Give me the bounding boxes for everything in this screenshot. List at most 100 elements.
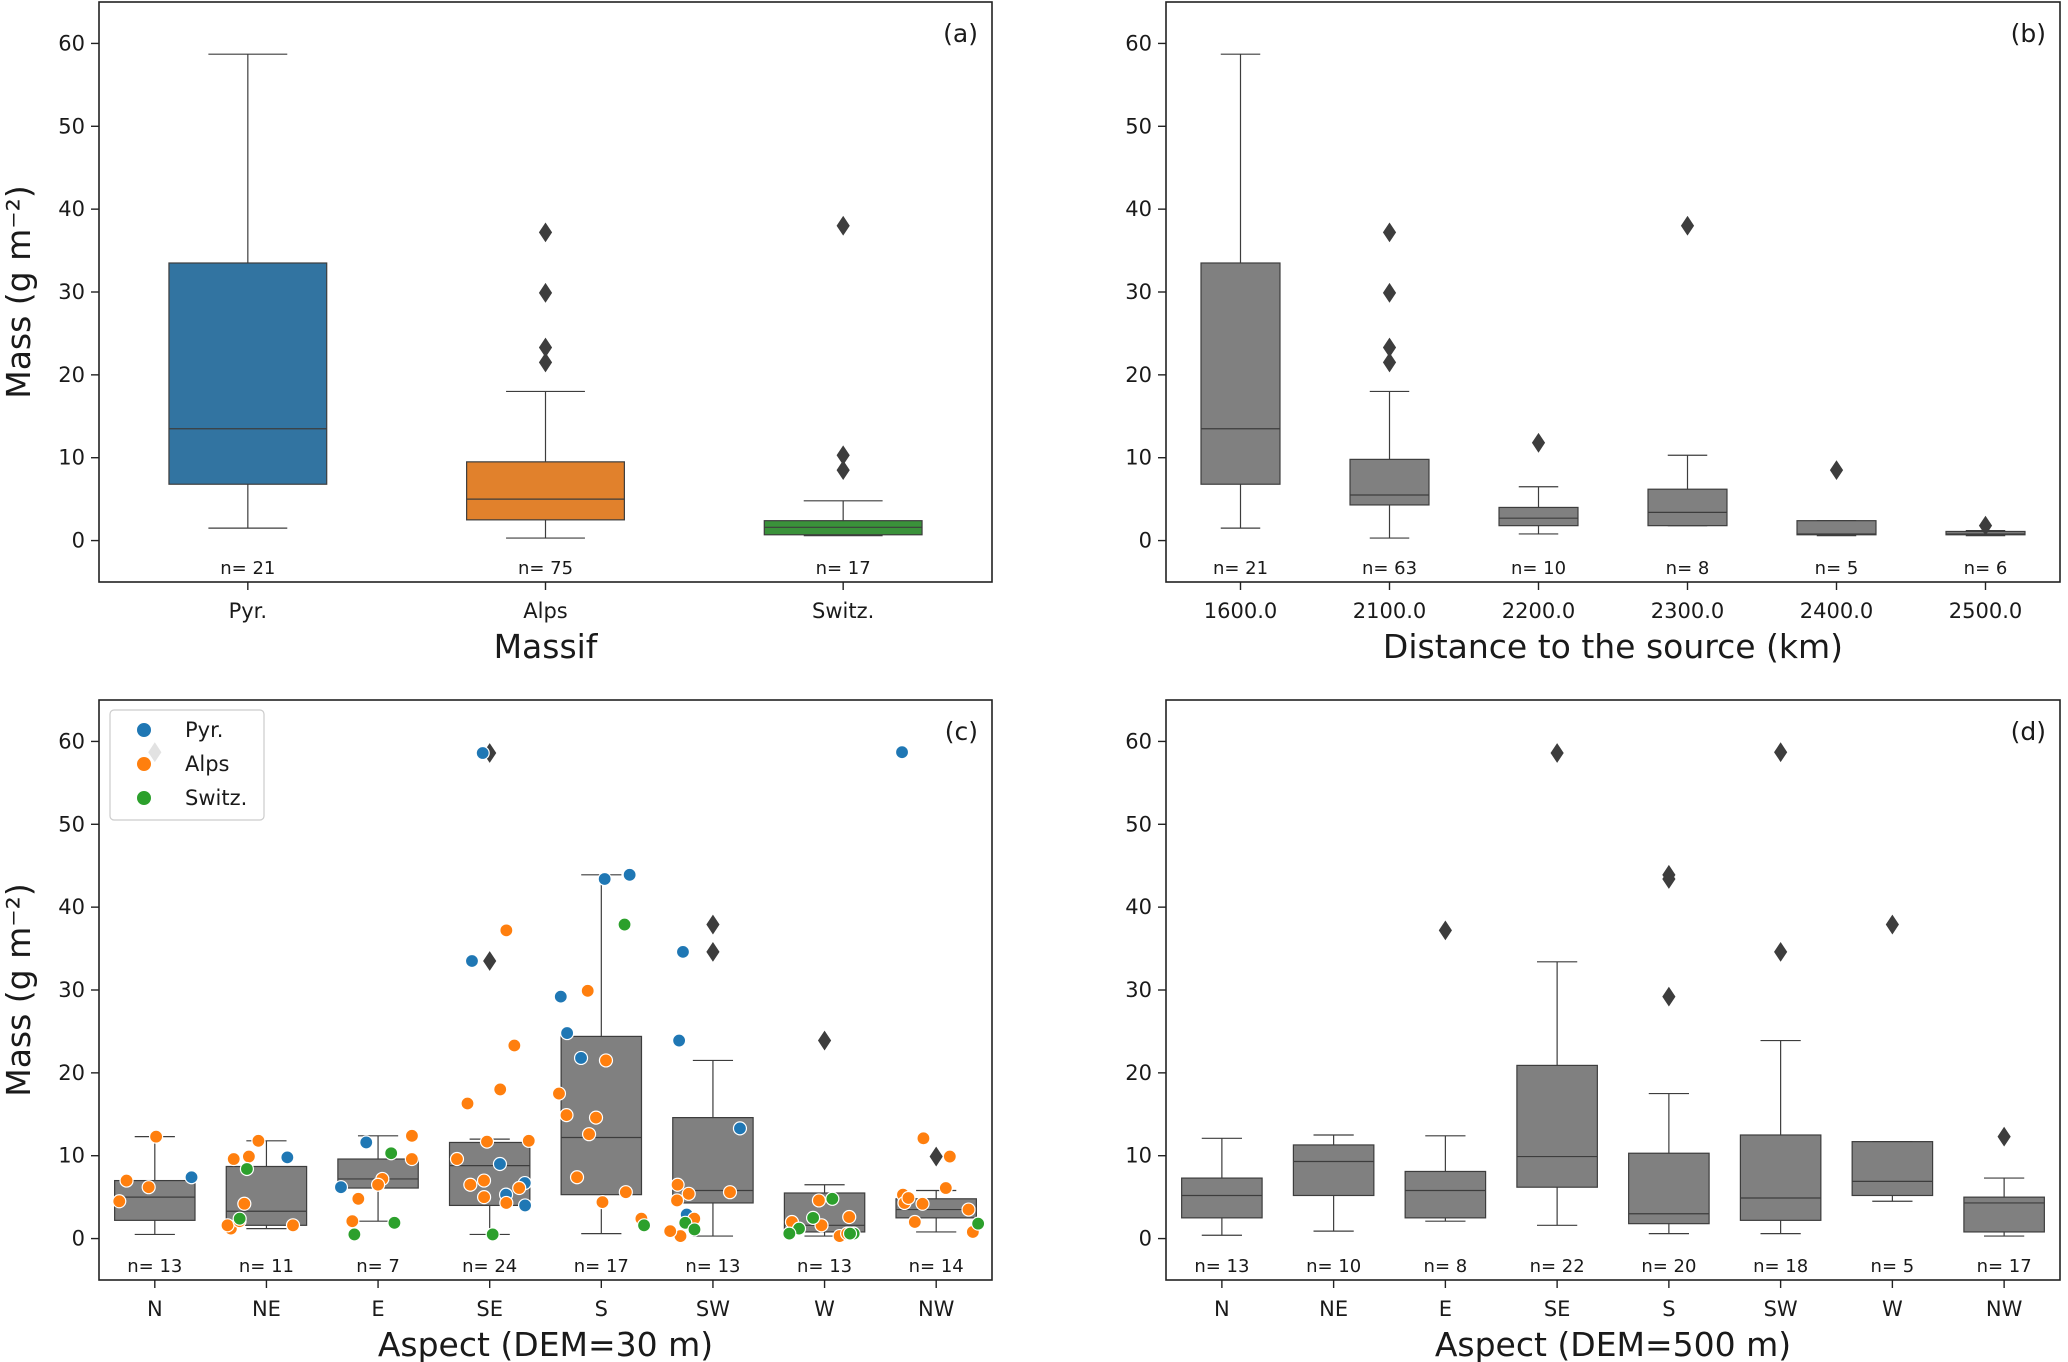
n-count-label: n= 6	[1964, 558, 2008, 579]
outlier-marker	[1382, 337, 1397, 358]
x-tick-label: Pyr.	[229, 599, 267, 623]
data-point-pyr	[672, 1033, 687, 1048]
y-tick-label: 40	[1125, 197, 1152, 221]
box-W: n= 5	[1851, 914, 1934, 1277]
x-tick-label: SE	[1544, 1297, 1571, 1321]
box-iqr	[1796, 520, 1877, 536]
panel-label: (b)	[2011, 19, 2046, 48]
box-2400.0: n= 5	[1796, 460, 1877, 579]
box-iqr	[1200, 262, 1281, 485]
x-tick-label: SE	[476, 1297, 503, 1321]
n-count-label: n= 63	[1362, 558, 1417, 579]
data-point-alps	[670, 1177, 685, 1192]
y-tick-label: 0	[72, 1227, 85, 1251]
data-point-alps	[463, 1177, 478, 1192]
panel-b: 0 10 20 30 40 50 60 n= 21 1600.0 n= 63 2100.0 n= 10…	[1125, 1, 2061, 666]
outlier-marker	[1531, 432, 1546, 453]
x-tick-label: S	[595, 1297, 608, 1321]
data-point-alps	[569, 1170, 585, 1185]
outlier-marker	[817, 1030, 832, 1051]
box-iqr	[1498, 506, 1579, 527]
y-tick-label: 30	[58, 978, 85, 1002]
box-iqr	[1851, 1141, 1934, 1197]
data-point-switz	[485, 1227, 500, 1242]
n-count-label: n= 24	[462, 1256, 517, 1277]
data-point-alps	[961, 1202, 976, 1217]
x-tick-label: 2200.0	[1502, 599, 1575, 623]
outlier-marker	[538, 337, 553, 358]
y-tick-label: 30	[1125, 280, 1152, 304]
n-count-label: n= 10	[1511, 558, 1566, 579]
x-tick-label: N	[147, 1297, 163, 1321]
box-iqr	[1404, 1170, 1487, 1219]
y-tick-label: 30	[58, 280, 85, 304]
n-count-label: n= 5	[1871, 1256, 1915, 1277]
data-point-alps	[595, 1195, 610, 1210]
x-tick-label: SW	[1764, 1297, 1798, 1321]
data-point-alps	[618, 1185, 633, 1200]
y-tick-label: 10	[1125, 1144, 1152, 1168]
outlier-marker	[836, 460, 850, 481]
data-point-alps	[722, 1185, 738, 1200]
data-point-alps	[476, 1173, 492, 1188]
x-tick-label: 2500.0	[1949, 599, 2022, 623]
x-axis-label: Distance to the source (km)	[1383, 627, 1843, 666]
x-tick-label: E	[1439, 1297, 1452, 1321]
data-point-pyr	[622, 867, 637, 882]
n-count-label: n= 13	[127, 1256, 182, 1277]
box-E: n= 8	[1404, 920, 1487, 1277]
data-point-switz	[842, 1226, 858, 1241]
data-point-alps	[499, 923, 514, 938]
panel-label: (d)	[2011, 717, 2046, 746]
data-point-alps	[351, 1191, 366, 1206]
data-point-alps	[241, 1149, 256, 1164]
data-point-switz	[384, 1146, 399, 1161]
outlier-marker	[1662, 864, 1676, 885]
x-axis-label: Aspect (DEM=30 m)	[378, 1325, 713, 1362]
data-point-alps	[598, 1053, 614, 1068]
data-point-pyr	[359, 1135, 374, 1150]
data-point-alps	[119, 1173, 134, 1188]
n-count-label: n= 22	[1530, 1256, 1585, 1277]
data-point-switz	[825, 1191, 840, 1206]
outlier-marker	[1438, 920, 1452, 941]
data-point-switz	[617, 917, 632, 932]
n-count-label: n= 13	[797, 1256, 852, 1277]
x-tick-label: E	[371, 1297, 384, 1321]
n-count-label: n= 18	[1753, 1256, 1808, 1277]
data-point-alps	[942, 1149, 957, 1164]
box-2500.0: n= 6	[1945, 515, 2026, 579]
box-SE: n= 22	[1516, 743, 1598, 1277]
legend-label: Alps	[185, 752, 229, 776]
n-count-label: n= 17	[574, 1256, 629, 1277]
n-count-label: n= 13	[685, 1256, 740, 1277]
n-count-label: n= 8	[1666, 558, 1710, 579]
y-tick-label: 10	[1125, 446, 1152, 470]
x-tick-label: NW	[918, 1297, 955, 1321]
box-Pyr.: n= 21	[168, 53, 328, 579]
y-tick-label: 40	[1125, 895, 1152, 919]
box-N: n= 13	[114, 742, 196, 1277]
outlier-marker	[836, 215, 850, 236]
box-S: n= 17	[560, 874, 643, 1277]
x-tick-label: 2400.0	[1800, 599, 1873, 623]
outlier-marker	[1382, 222, 1397, 243]
data-point-alps	[842, 1209, 857, 1225]
y-tick-label: 40	[58, 895, 85, 919]
outlier-marker	[1997, 1126, 2011, 1147]
outlier-marker	[1550, 743, 1564, 763]
data-point-alps	[916, 1131, 931, 1146]
legend-marker	[136, 790, 152, 806]
x-tick-label: W	[814, 1297, 835, 1321]
box-N: n= 13	[1181, 1137, 1263, 1277]
data-point-pyr	[559, 1025, 575, 1041]
data-point-alps	[370, 1177, 386, 1192]
data-point-alps	[499, 1195, 514, 1211]
n-count-label: n= 5	[1815, 558, 1859, 579]
n-count-label: n= 13	[1194, 1256, 1249, 1277]
data-point-pyr	[553, 989, 568, 1004]
data-point-pyr	[475, 745, 490, 761]
n-count-label: n= 10	[1306, 1256, 1361, 1277]
x-tick-label: W	[1882, 1297, 1903, 1321]
